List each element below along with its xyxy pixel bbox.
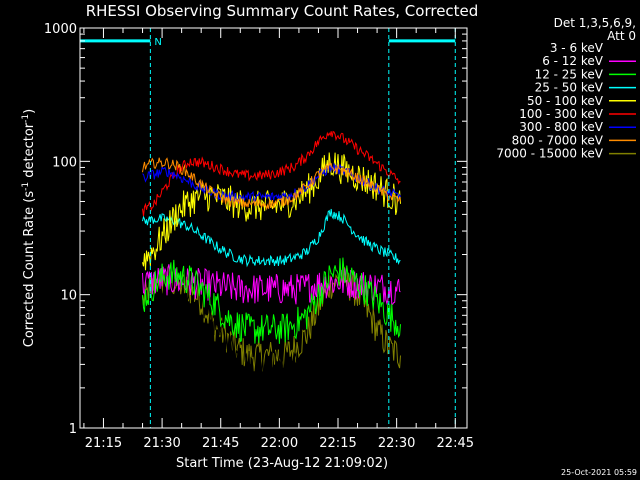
series-line-100-300-kev bbox=[142, 130, 401, 217]
series-line-3-6-kev bbox=[142, 265, 401, 429]
y-axis-label-part2: detector bbox=[22, 122, 37, 182]
series-line-800-7000-kev bbox=[142, 157, 401, 211]
legend-entry-label: 800 - 7000 keV bbox=[512, 133, 604, 147]
legend-entry-label: 3 - 6 keV bbox=[550, 41, 604, 55]
series-line-12-25-kev bbox=[142, 257, 401, 344]
legend-entry-label: 7000 - 15000 keV bbox=[496, 147, 603, 161]
y-tick-label: 100 bbox=[52, 155, 77, 170]
y-axis-label-sup2: -1 bbox=[21, 114, 31, 123]
y-axis: 1 10 100 1000 bbox=[44, 22, 467, 437]
x-tick-label: 21:30 bbox=[143, 436, 180, 451]
series-line-300-800-kev bbox=[142, 163, 401, 205]
series-line-25-50-kev bbox=[142, 208, 401, 268]
y-axis-label-sup1: -1 bbox=[21, 182, 31, 191]
x-tick-label: 21:15 bbox=[85, 436, 122, 451]
legend-entry-label: 100 - 300 keV bbox=[519, 107, 603, 121]
plot-frame bbox=[79, 27, 468, 429]
x-axis: 21:15 21:30 21:45 22:00 22:15 22:30 22:45 bbox=[83, 28, 474, 451]
chart-title: RHESSI Observing Summary Count Rates, Co… bbox=[86, 2, 479, 20]
legend-entry-label: 6 - 12 keV bbox=[542, 54, 604, 68]
series-layer bbox=[142, 130, 401, 429]
x-tick-label: 21:45 bbox=[202, 436, 239, 451]
legend-header-detectors: Det 1,3,5,6,9, bbox=[554, 16, 636, 30]
legend-entry-label: 25 - 50 keV bbox=[535, 81, 604, 95]
y-tick-label: 1 bbox=[69, 422, 77, 437]
legend-entry-label: 50 - 100 keV bbox=[527, 94, 604, 108]
generation-timestamp: 25-Oct-2021 05:59 bbox=[561, 468, 637, 477]
y-tick-label: 10 bbox=[60, 289, 77, 304]
x-axis-label: Start Time (23-Aug-12 21:09:02) bbox=[176, 456, 388, 471]
legend-entry-label: 12 - 25 keV bbox=[535, 67, 604, 81]
legend-header-attenuator: Att 0 bbox=[607, 29, 636, 43]
y-axis-label-part3: ) bbox=[22, 109, 37, 114]
x-tick-label: 22:15 bbox=[319, 436, 356, 451]
x-tick-label: 22:00 bbox=[261, 436, 298, 451]
x-tick-label: 22:30 bbox=[378, 436, 415, 451]
y-axis-label-part1: Corrected Count Rate (s bbox=[22, 191, 37, 348]
y-tick-label: 1000 bbox=[44, 22, 77, 37]
x-tick-label: 22:45 bbox=[437, 436, 474, 451]
flag-label: N bbox=[154, 37, 161, 48]
legend-entry-label: 300 - 800 keV bbox=[519, 120, 603, 134]
y-axis-label: Corrected Count Rate (s-1 detector-1) bbox=[21, 109, 37, 347]
